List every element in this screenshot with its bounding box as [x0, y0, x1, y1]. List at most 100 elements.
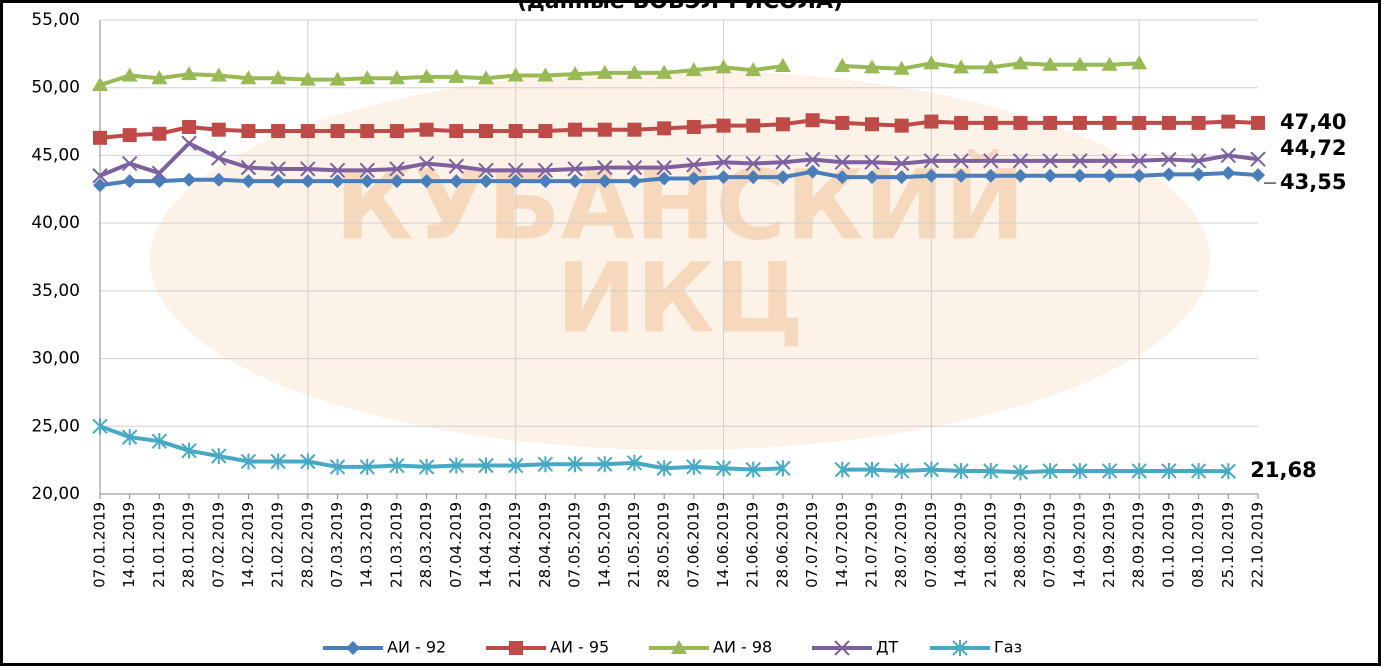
marker: [1132, 168, 1147, 183]
marker: [1072, 153, 1088, 169]
legend-marker: [671, 640, 687, 654]
marker: [181, 135, 197, 151]
marker: [1042, 56, 1059, 71]
marker: [1190, 153, 1207, 169]
marker: [893, 462, 910, 479]
marker: [418, 68, 435, 83]
marker: [864, 59, 880, 74]
marker: [271, 174, 286, 189]
marker: [210, 67, 227, 82]
x-tick-label: 07.01.2019: [91, 502, 109, 588]
x-tick-label: 21.08.2019: [981, 502, 999, 588]
marker: [1132, 115, 1147, 130]
x-tick-label: 21.07.2019: [863, 502, 881, 588]
x-tick-label: 21.02.2019: [269, 502, 287, 588]
x-tick-label: 07.08.2019: [922, 502, 940, 588]
marker: [508, 174, 523, 189]
legend-marker: [834, 640, 850, 656]
x-tick-label: 07.09.2019: [1041, 502, 1059, 588]
marker: [657, 121, 672, 136]
legend-marker: [952, 640, 968, 656]
marker: [656, 64, 673, 79]
marker: [389, 124, 404, 139]
marker: [389, 174, 404, 189]
marker: [1013, 115, 1028, 130]
marker: [686, 171, 701, 186]
y-tick-label: 45,00: [31, 145, 80, 165]
marker: [716, 170, 731, 185]
marker: [181, 66, 198, 81]
marker: [893, 155, 910, 172]
marker: [686, 119, 701, 134]
marker: [508, 124, 523, 139]
marker: [507, 457, 524, 474]
marker: [567, 66, 584, 81]
marker: [715, 154, 732, 170]
marker: [1191, 167, 1206, 182]
marker: [1221, 166, 1236, 181]
marker: [1012, 464, 1029, 481]
x-tick-label: 07.06.2019: [684, 502, 702, 588]
x-tick-label: 14.04.2019: [477, 502, 495, 588]
marker: [300, 124, 315, 139]
legend-marker: [346, 641, 360, 655]
marker: [538, 174, 553, 189]
marker: [657, 171, 672, 186]
series-line: [99, 118, 1259, 140]
marker: [182, 172, 197, 187]
marker: [389, 457, 405, 474]
marker: [330, 174, 345, 189]
marker: [300, 453, 316, 470]
marker: [211, 150, 227, 166]
x-tick-label: 07.04.2019: [447, 502, 465, 588]
marker: [627, 174, 642, 189]
marker: [93, 178, 107, 193]
marker: [1101, 56, 1118, 71]
marker: [478, 162, 494, 179]
marker: [1190, 462, 1207, 479]
x-tick-label: 07.05.2019: [566, 502, 584, 588]
marker: [300, 174, 315, 189]
legend-label: АИ - 98: [713, 638, 772, 657]
x-tick-label: 28.05.2019: [655, 502, 673, 588]
marker: [627, 122, 642, 137]
marker: [329, 458, 346, 475]
marker: [211, 172, 226, 187]
marker: [746, 170, 761, 185]
marker: [479, 174, 493, 189]
marker: [1131, 462, 1147, 479]
marker: [745, 461, 761, 478]
marker: [864, 154, 880, 170]
marker: [835, 115, 850, 130]
marker: [538, 124, 553, 139]
marker: [923, 153, 940, 169]
data-label: 21,68: [1250, 458, 1316, 482]
marker: [93, 130, 107, 145]
marker: [1102, 115, 1117, 130]
x-tick-label: 28.01.2019: [180, 502, 198, 588]
legend-label: ДТ: [876, 638, 899, 657]
marker: [1043, 115, 1058, 130]
marker: [299, 71, 316, 86]
marker: [359, 162, 375, 179]
marker: [507, 162, 524, 179]
marker: [240, 159, 257, 176]
y-tick-label: 40,00: [31, 213, 80, 233]
marker: [805, 113, 820, 128]
marker: [92, 77, 108, 92]
y-tick-label: 35,00: [31, 281, 80, 301]
marker: [774, 58, 791, 73]
marker: [567, 161, 583, 177]
x-tick-label: 14.08.2019: [952, 502, 970, 588]
marker: [449, 174, 464, 189]
marker: [270, 161, 286, 177]
marker: [92, 418, 108, 435]
marker: [300, 161, 316, 177]
marker: [954, 115, 969, 130]
marker: [181, 442, 197, 459]
marker: [716, 118, 731, 133]
marker: [1072, 168, 1087, 183]
marker: [449, 124, 464, 139]
marker: [596, 64, 613, 79]
x-tick-label: 28.06.2019: [773, 502, 791, 588]
